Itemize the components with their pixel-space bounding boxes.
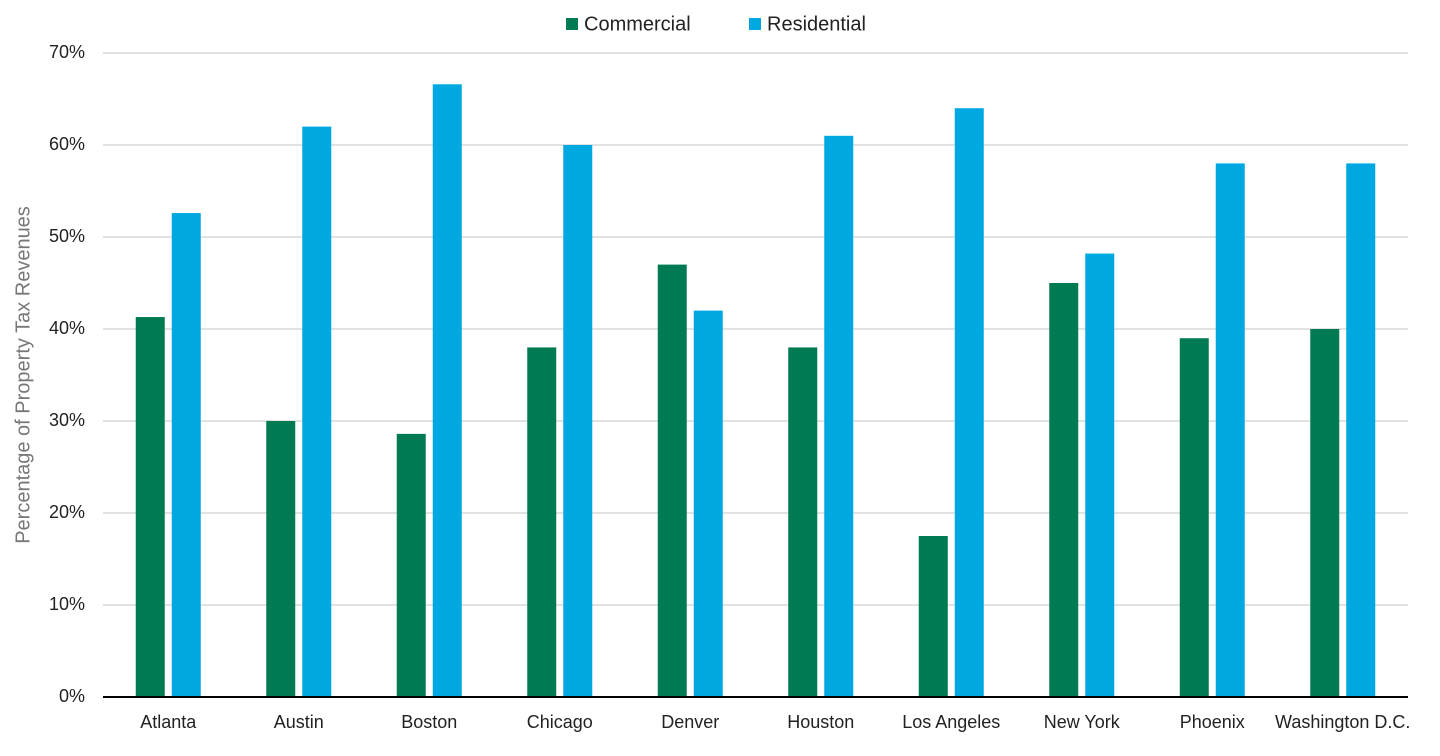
x-tick-label: Austin xyxy=(274,712,324,732)
legend-swatch xyxy=(566,18,578,30)
bar xyxy=(1179,338,1209,697)
bar xyxy=(563,145,593,697)
bar xyxy=(788,347,818,697)
bar xyxy=(657,264,687,697)
y-tick-label: 60% xyxy=(49,134,85,154)
bar xyxy=(824,135,854,698)
bar xyxy=(432,84,462,697)
bar xyxy=(302,126,332,698)
x-tick-label: Atlanta xyxy=(140,712,197,732)
y-tick-label: 20% xyxy=(49,502,85,522)
x-tick-label: Denver xyxy=(661,712,719,732)
bar xyxy=(693,310,723,697)
y-tick-label: 10% xyxy=(49,594,85,614)
bar xyxy=(954,108,984,697)
bar xyxy=(396,433,426,697)
y-tick-label: 70% xyxy=(49,42,85,62)
bar xyxy=(1310,329,1340,697)
x-tick-label: Washington D.C. xyxy=(1275,712,1410,732)
bar xyxy=(1085,253,1115,697)
bar xyxy=(171,213,201,697)
y-tick-label: 40% xyxy=(49,318,85,338)
legend-label: Residential xyxy=(767,13,866,35)
bar xyxy=(1215,163,1245,697)
legend-swatch xyxy=(749,18,761,30)
y-tick-label: 30% xyxy=(49,410,85,430)
y-tick-label: 50% xyxy=(49,226,85,246)
y-tick-label: 0% xyxy=(59,686,85,706)
x-tick-label: Chicago xyxy=(527,712,593,732)
x-tick-label: New York xyxy=(1044,712,1121,732)
bar xyxy=(918,536,948,697)
bar xyxy=(527,347,557,697)
x-tick-label: Los Angeles xyxy=(902,712,1000,732)
y-axis-title: Percentage of Property Tax Revenues xyxy=(12,206,34,544)
bar xyxy=(135,317,165,697)
bar xyxy=(266,421,296,697)
legend-label: Commercial xyxy=(584,13,691,35)
bar xyxy=(1049,283,1079,697)
x-tick-label: Houston xyxy=(787,712,854,732)
bar xyxy=(1346,163,1376,697)
x-tick-label: Boston xyxy=(401,712,457,732)
x-tick-label: Phoenix xyxy=(1180,712,1245,732)
